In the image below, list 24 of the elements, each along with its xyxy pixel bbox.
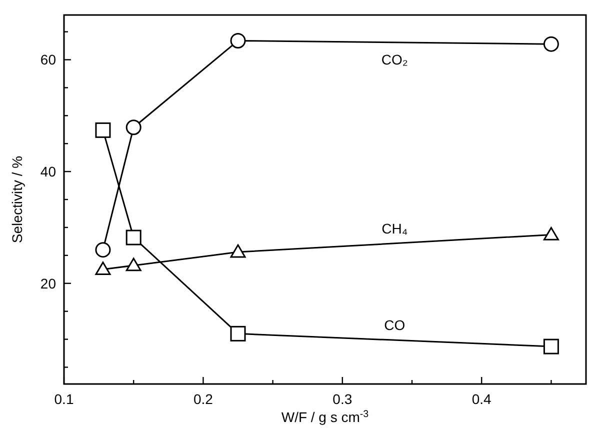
x-tick-label: 0.3 — [332, 391, 352, 407]
point — [95, 242, 111, 258]
point — [126, 230, 142, 246]
point — [230, 244, 246, 258]
series-label: CO₂ — [381, 51, 408, 68]
point — [126, 120, 142, 136]
point — [230, 326, 246, 342]
x-axis-title: W/F / g s cm$^{-3}$ — [281, 408, 370, 425]
series-label: CH₄ — [382, 220, 408, 236]
y-tick-label: 20 — [40, 275, 56, 292]
point — [543, 226, 559, 240]
y-axis-title: Selectivity / % — [9, 156, 25, 244]
y-tick-label: 40 — [40, 164, 56, 180]
point — [126, 258, 142, 272]
point — [543, 36, 559, 52]
y-tick-label: 60 — [40, 52, 56, 68]
point — [95, 122, 111, 138]
x-tick-label: 0.4 — [472, 391, 492, 407]
x-tick-label: 0.2 — [193, 391, 214, 407]
point — [543, 338, 559, 354]
point — [95, 262, 111, 276]
series-label: CO — [384, 317, 406, 334]
point — [230, 32, 246, 48]
x-tick-label: 0.1 — [54, 391, 74, 407]
